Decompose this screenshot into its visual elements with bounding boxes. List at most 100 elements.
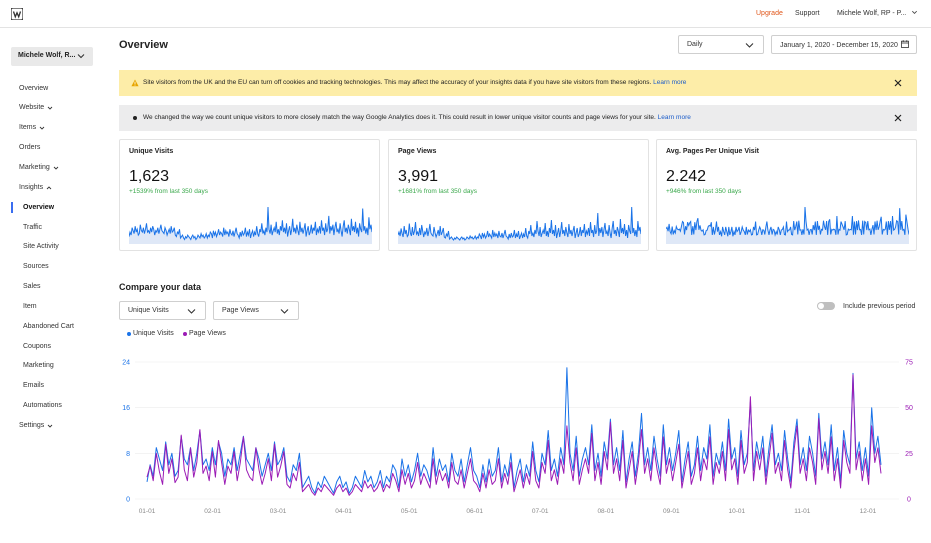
- chevron-down-icon: [47, 106, 53, 110]
- stat-card-page-views: Page Views 3,991 +1681% from last 350 da…: [388, 139, 649, 251]
- stat-card-unique-visits: Unique Visits 1,623 +1539% from last 350…: [119, 139, 380, 251]
- support-link[interactable]: Support: [795, 10, 820, 17]
- series-line-page-views: [146, 374, 882, 496]
- sidebar-item-label: Website: [19, 104, 45, 111]
- stat-label: Page Views: [398, 148, 437, 155]
- sidebar-subitem-emails[interactable]: Emails: [23, 382, 45, 389]
- close-icon[interactable]: [894, 114, 902, 122]
- sparkline: [666, 206, 909, 244]
- compare-chart: 0 8 16 24 0 25 50 75 01-01 02-01 03-01 04-01 05-01 06…: [122, 360, 913, 516]
- y-right-tick-label: 25: [905, 451, 913, 458]
- sidebar-subitem-abandoned-cart[interactable]: Abandoned Cart: [23, 323, 74, 330]
- y-left-tick-label: 16: [122, 405, 130, 412]
- y-right-tick-label: 75: [905, 360, 913, 367]
- x-tick-label: 10-01: [729, 508, 746, 515]
- x-tick-label: 03-01: [270, 508, 287, 515]
- chevron-down-icon[interactable]: [77, 52, 85, 60]
- upgrade-link[interactable]: Upgrade: [756, 10, 783, 17]
- y-right-tick-label: 0: [907, 497, 911, 504]
- metric-select-right[interactable]: Page Views: [213, 301, 299, 320]
- sidebar-subitem-item[interactable]: Item: [23, 303, 37, 310]
- x-tick-label: 11-01: [794, 508, 811, 515]
- warning-icon: [131, 79, 139, 87]
- chevron-down-icon[interactable]: [911, 9, 918, 16]
- interval-value: Daily: [687, 41, 703, 48]
- sidebar-item-items[interactable]: Items: [19, 124, 45, 131]
- sidebar-subitem-coupons[interactable]: Coupons: [23, 343, 52, 350]
- x-tick-label: 05-01: [401, 508, 418, 515]
- stat-value: 2.242: [666, 168, 707, 185]
- sparkline: [129, 206, 372, 244]
- metric-value: Unique Visits: [128, 307, 169, 314]
- sidebar-item-settings[interactable]: Settings: [19, 422, 53, 429]
- chevron-down-icon: [53, 166, 59, 170]
- sparkline-area: [398, 207, 641, 244]
- sidebar-item-label: Marketing: [19, 164, 50, 171]
- chevron-down-icon: [47, 424, 53, 428]
- x-tick-label: 01-01: [139, 508, 156, 515]
- x-tick-label: 09-01: [663, 508, 680, 515]
- cookie-warning-banner: Site visitors from the UK and the EU can…: [119, 70, 917, 96]
- wix-logo-icon[interactable]: [11, 8, 23, 20]
- sparkline-area: [129, 207, 372, 244]
- sparkline-line: [129, 206, 372, 241]
- sidebar-subitem-sources[interactable]: Sources: [23, 263, 49, 270]
- close-icon[interactable]: [894, 79, 902, 87]
- compare-title: Compare your data: [119, 282, 202, 292]
- page-title: Overview: [119, 39, 168, 51]
- chevron-down-icon: [39, 126, 45, 130]
- chevron-up-icon: [46, 185, 52, 189]
- chevron-down-icon: [280, 309, 289, 314]
- bullet-icon: [133, 116, 137, 120]
- sparkline: [398, 206, 641, 244]
- sidebar-subitem-automations[interactable]: Automations: [23, 402, 62, 409]
- sidebar-item-label: Orders: [19, 144, 41, 151]
- sidebar-item-marketing[interactable]: Marketing: [19, 164, 59, 171]
- date-range-picker[interactable]: January 1, 2020 - December 15, 2020: [771, 35, 917, 54]
- legend-unique-visits: Unique Visits: [127, 330, 174, 337]
- include-previous-toggle[interactable]: [817, 302, 835, 310]
- sidebar-item-label: Insights: [19, 184, 44, 191]
- legend-dot: [127, 331, 131, 336]
- stat-value: 1,623: [129, 168, 170, 185]
- site-selector[interactable]: Michele Wolf, R...: [11, 47, 93, 66]
- calendar-icon[interactable]: [901, 40, 909, 48]
- banner-text: We changed the way we count unique visit…: [143, 114, 656, 121]
- top-bar: Upgrade Support Michele Wolf, RP - P...: [0, 0, 931, 28]
- sidebar-subitem-traffic[interactable]: Traffic: [23, 224, 43, 231]
- metric-value: Page Views: [222, 307, 259, 314]
- interval-select[interactable]: Daily: [678, 35, 764, 54]
- user-menu[interactable]: Michele Wolf, RP - P...: [837, 10, 907, 17]
- sparkline-line: [398, 206, 641, 241]
- sidebar-subitem-sales[interactable]: Sales: [23, 283, 41, 290]
- sidebar-subitem-site-activity[interactable]: Site Activity: [23, 243, 59, 250]
- stat-label: Unique Visits: [129, 148, 174, 155]
- metric-select-left[interactable]: Unique Visits: [119, 301, 206, 320]
- y-right-tick-label: 50: [905, 405, 913, 412]
- legend-label: Page Views: [189, 330, 226, 337]
- sparkline-line: [666, 206, 909, 237]
- sidebar-subitem-marketing[interactable]: Marketing: [23, 362, 54, 369]
- chevron-down-icon: [187, 309, 196, 314]
- analytics-info-banner: We changed the way we count unique visit…: [119, 105, 917, 131]
- y-left-tick-label: 8: [126, 451, 130, 458]
- sidebar-item-website[interactable]: Website: [19, 104, 53, 111]
- learn-more-link[interactable]: Learn more: [657, 114, 691, 121]
- x-tick-label: 06-01: [466, 508, 483, 515]
- sidebar-item-orders[interactable]: Orders: [19, 144, 40, 151]
- sidebar-subitem-overview[interactable]: Overview: [23, 204, 55, 211]
- learn-more-link[interactable]: Learn more: [653, 79, 687, 86]
- stat-value: 3,991: [398, 168, 439, 185]
- x-tick-label: 04-01: [335, 508, 352, 515]
- legend-page-views: Page Views: [183, 330, 226, 337]
- x-tick-label: 02-01: [204, 508, 221, 515]
- x-tick-label: 12-01: [860, 508, 877, 515]
- active-indicator: [11, 202, 13, 213]
- sidebar-item-insights[interactable]: Insights: [19, 184, 52, 191]
- sidebar-item-overview[interactable]: Overview: [19, 85, 48, 92]
- x-tick-label: 07-01: [532, 508, 549, 515]
- sidebar-item-label: Overview: [19, 85, 49, 92]
- series-line-unique-visits: [146, 367, 882, 494]
- sparkline-area: [666, 207, 909, 244]
- stat-delta: +1681% from last 350 days: [398, 188, 477, 195]
